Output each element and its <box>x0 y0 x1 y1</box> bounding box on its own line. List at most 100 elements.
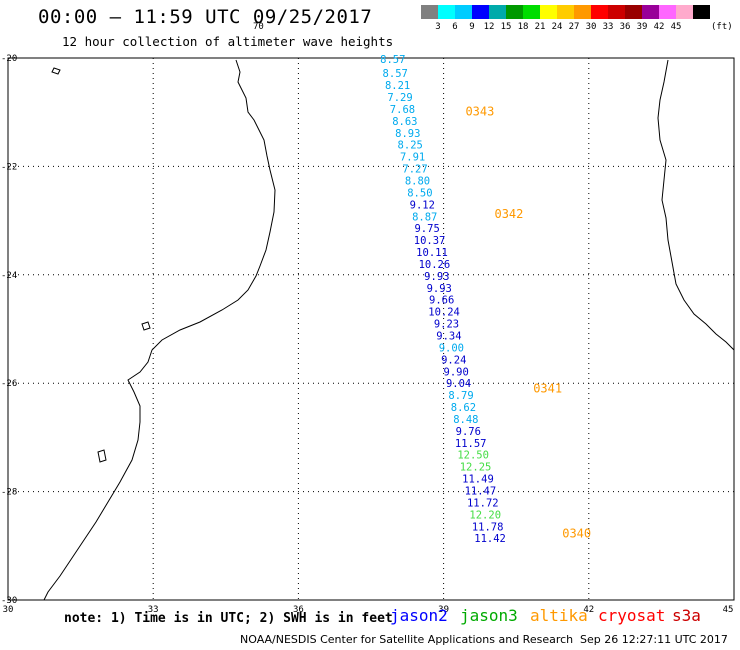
scale-swatch <box>693 5 710 19</box>
y-tick-label: -30 <box>1 596 17 606</box>
y-tick-label: -22 <box>1 162 17 172</box>
scale-swatch <box>523 5 540 19</box>
scale-label: 39 <box>636 22 648 32</box>
x-tick-label: 39 <box>438 605 449 615</box>
page-title: 00:00 – 11:59 UTC 09/25/2017 <box>38 6 373 28</box>
wave-height-value: 8.50 <box>407 187 432 199</box>
wave-height-value: 11.47 <box>465 486 497 498</box>
wave-height-value: 8.57 <box>380 54 405 66</box>
wave-height-value: 9.00 <box>439 342 464 354</box>
scale-label: 15 <box>500 22 512 32</box>
wave-height-value: 8.48 <box>453 414 478 426</box>
wave-height-value: 9.93 <box>427 283 452 295</box>
wave-height-value: 7.29 <box>387 92 412 104</box>
pass-time-label: 0341 <box>533 382 562 396</box>
scale-label: 12 <box>483 22 495 32</box>
wave-height-value: 12.20 <box>469 509 501 521</box>
wave-height-value: 8.62 <box>451 402 476 414</box>
pass-time-label: 0342 <box>494 207 523 221</box>
wave-height-value: 7.91 <box>400 152 425 164</box>
scale-label: 42 <box>653 22 665 32</box>
wave-height-value: 9.90 <box>444 366 469 378</box>
legend-jason2: jason2 <box>390 606 448 625</box>
island-2 <box>141 321 151 331</box>
x-tick-label: 45 <box>723 605 734 615</box>
scale-swatch <box>574 5 591 19</box>
wave-height-value: 12.25 <box>460 462 492 474</box>
scale-swatch <box>625 5 642 19</box>
scale-swatch <box>489 5 506 19</box>
x-tick-label: 36 <box>293 605 304 615</box>
map-grid <box>7 57 735 601</box>
scale-label: 45 <box>670 22 682 32</box>
wave-height-value: 9.23 <box>434 319 459 331</box>
scale-swatch <box>591 5 608 19</box>
scale-swatch <box>659 5 676 19</box>
scale-swatch <box>421 5 438 19</box>
coastline <box>43 59 735 601</box>
pass-time-label: 0343 <box>465 105 494 119</box>
scale-swatch <box>540 5 557 19</box>
x-tick-label: 33 <box>148 605 159 615</box>
wave-height-value: 8.63 <box>392 116 417 128</box>
scale-label: 27 <box>568 22 580 32</box>
wave-height-value: 7.27 <box>402 164 427 176</box>
color-scale-unit: (ft) <box>711 22 733 32</box>
axis-tick-labels: 30 33 36 39 42 45 -20 -22 -24 -26 -28 -30 <box>1 54 733 615</box>
legend-jason3: jason3 <box>460 606 518 625</box>
wave-height-value: 11.57 <box>455 438 487 450</box>
wave-height-value: 8.80 <box>405 175 430 187</box>
wave-height-value: 8.93 <box>395 128 420 140</box>
scale-label: 30 <box>585 22 597 32</box>
wave-height-value: 10.24 <box>428 307 460 319</box>
wave-height-value: 10.26 <box>419 259 451 271</box>
scale-label: 6 <box>452 22 458 32</box>
wave-height-value: 11.78 <box>472 521 504 533</box>
scale-label: 18 <box>517 22 529 32</box>
y-tick-label: -24 <box>1 271 17 281</box>
pass-time-labels: 0343 0342 0341 0340 <box>465 105 591 541</box>
y-tick-label: -26 <box>1 379 17 389</box>
wave-height-value: 12.50 <box>457 450 489 462</box>
color-scale-labels: 3 6 9 12 15 18 21 24 27 30 33 36 39 42 45 <box>421 22 740 34</box>
wave-height-value: 7.68 <box>390 104 415 116</box>
altimeter-track: 8.578.578.217.297.688.638.938.257.917.27… <box>380 54 506 545</box>
wave-height-value: 8.25 <box>398 140 423 152</box>
coastline-africa <box>43 59 276 601</box>
island-1 <box>51 67 61 75</box>
island-3 <box>97 449 107 463</box>
scale-label: 21 <box>534 22 546 32</box>
scale-swatch <box>438 5 455 19</box>
x-tick-label: 30 <box>3 605 14 615</box>
wave-height-value: 11.49 <box>462 474 494 486</box>
footer-credit: NOAA/NESDIS Center for Satellite Applica… <box>240 633 574 646</box>
scale-swatch <box>608 5 625 19</box>
scale-swatch <box>676 5 693 19</box>
map-frame <box>7 57 735 601</box>
wave-height-value: 9.04 <box>446 378 471 390</box>
wave-height-value: 8.79 <box>448 390 473 402</box>
wave-height-value: 9.76 <box>456 426 481 438</box>
scale-label: 3 <box>435 22 441 32</box>
scale-label: 9 <box>469 22 475 32</box>
wave-height-value: 9.12 <box>410 199 435 211</box>
wave-height-value: 9.66 <box>429 295 454 307</box>
footer-timestamp: Sep 26 12:27:11 UTC 2017 <box>580 633 728 646</box>
wave-height-value: 9.24 <box>441 354 466 366</box>
y-tick-label: -28 <box>1 488 17 498</box>
scale-label: 33 <box>602 22 614 32</box>
page-subtitle: 12 hour collection of altimeter wave hei… <box>62 34 394 49</box>
legend-altika: altika <box>530 606 588 625</box>
color-scale-bar <box>421 5 710 19</box>
legend-cryosat: cryosat <box>598 606 666 625</box>
wave-height-value: 8.21 <box>385 80 410 92</box>
x-tick-label: 42 <box>583 605 594 615</box>
scale-label: 70 <box>253 22 264 32</box>
scale-swatch <box>506 5 523 19</box>
wave-height-value: 11.72 <box>467 497 499 509</box>
wave-height-value: 8.57 <box>383 68 408 80</box>
scale-swatch <box>455 5 472 19</box>
wave-height-value: 10.11 <box>416 247 448 259</box>
wave-height-value: 9.75 <box>414 223 439 235</box>
